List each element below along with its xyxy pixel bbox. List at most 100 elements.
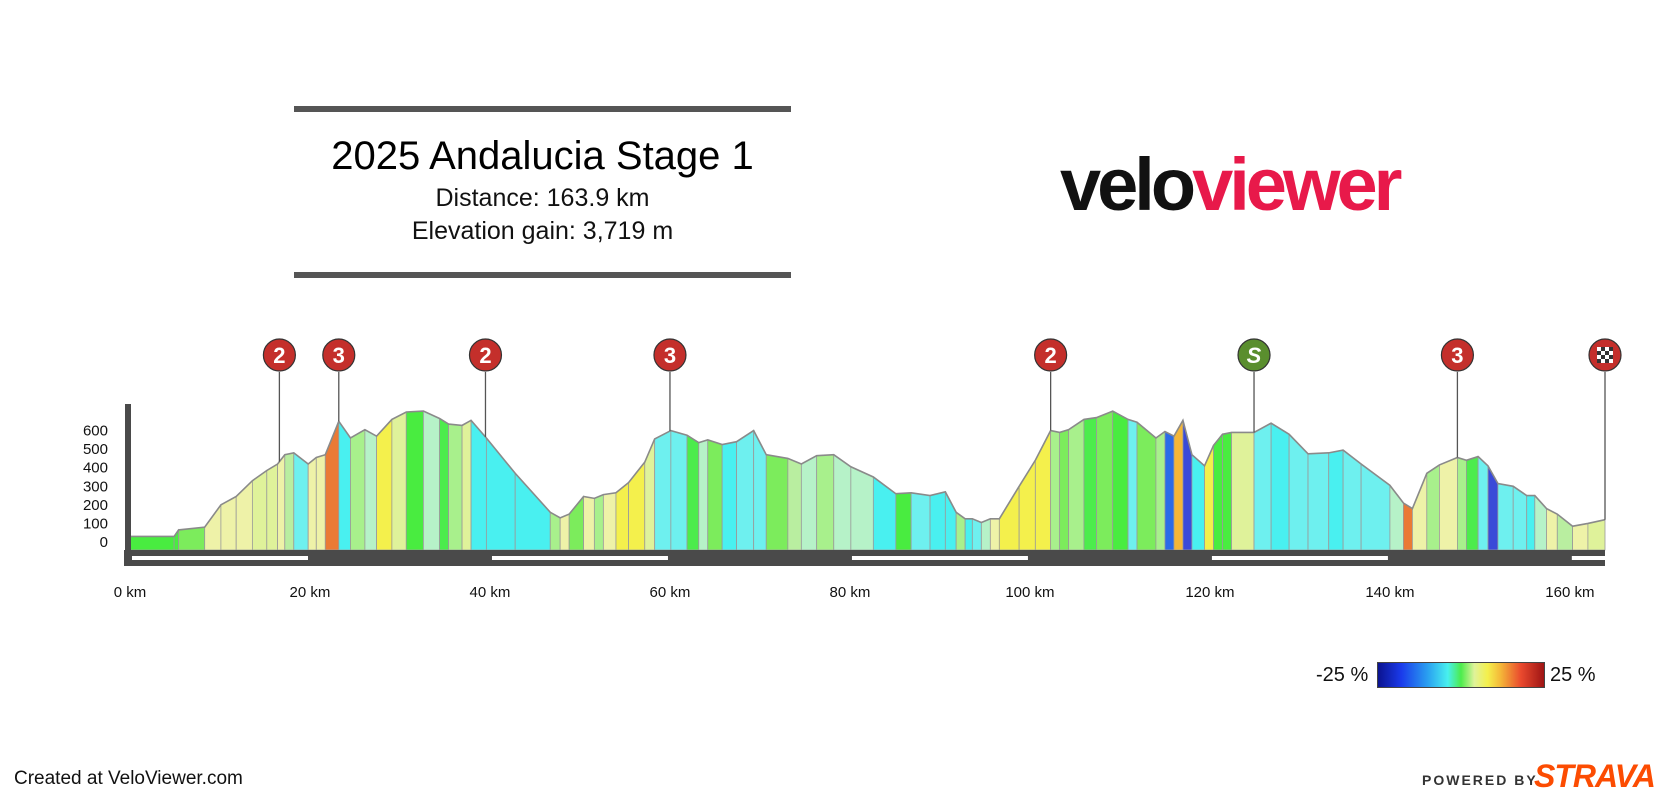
- finish-flag-cell: [1601, 347, 1605, 351]
- profile-segment: [1439, 456, 1458, 551]
- route-title: 2025 Andalucia Stage 1: [331, 134, 754, 178]
- climb-category-label: 3: [664, 343, 676, 368]
- profile-segment: [800, 454, 818, 551]
- finish-flag-cell: [1597, 347, 1601, 351]
- y-tick-label: 0: [100, 534, 108, 551]
- distance-band-stripe: [1571, 556, 1605, 560]
- y-tick-label: 100: [83, 515, 108, 532]
- y-tick-label: 600: [83, 423, 108, 440]
- powered-by-label: POWERED BY: [1422, 772, 1538, 788]
- profile-segment: [1534, 494, 1547, 551]
- title-bottom-rule: [294, 272, 791, 278]
- finish-flag-cell: [1605, 351, 1609, 355]
- profile-segment: [1497, 483, 1514, 551]
- profile-segment: [1059, 429, 1070, 551]
- x-tick-label: 160 km: [1545, 584, 1594, 601]
- finish-flag-cell: [1597, 355, 1601, 359]
- profile-segment: [910, 492, 931, 551]
- profile-segment: [461, 419, 472, 551]
- climb-category-label: 2: [479, 343, 491, 368]
- profile-segment: [1083, 417, 1097, 551]
- profile-segment: [850, 466, 874, 551]
- x-tick-label: 100 km: [1005, 584, 1054, 601]
- profile-segment: [628, 460, 646, 551]
- finish-flag-cell: [1601, 351, 1605, 355]
- finish-flag-cell: [1601, 355, 1605, 359]
- profile-segment: [929, 491, 946, 551]
- profile-segment: [872, 476, 897, 551]
- finish-flag-cell: [1609, 347, 1613, 351]
- profile-segment: [1307, 452, 1330, 551]
- profile-segment: [284, 452, 295, 551]
- climb-marker: [653, 338, 687, 372]
- profile-segment: [1034, 430, 1052, 551]
- profile-segment: [998, 484, 1020, 551]
- veloviewer-logo: veloviewer: [1060, 143, 1402, 226]
- climb-marker: [1440, 338, 1475, 372]
- profile-segment: [833, 453, 852, 551]
- finish-flag-cell: [1601, 359, 1605, 363]
- distance-band-stripe: [491, 556, 668, 560]
- profile-segment: [1360, 463, 1391, 551]
- finish-flag-cell: [1605, 355, 1609, 359]
- profile-segment: [721, 441, 737, 551]
- created-at-text: Created at VeloViewer.com: [14, 768, 243, 789]
- profile-segment: [1457, 456, 1467, 551]
- profile-segment: [439, 417, 449, 551]
- profile-segment: [338, 420, 351, 551]
- profile-segment: [1127, 418, 1138, 551]
- profile-segment: [235, 479, 253, 551]
- profile-segment: [736, 429, 755, 551]
- profile-segment: [315, 454, 326, 551]
- profile-segment: [583, 496, 595, 551]
- gradient-legend-min: -25 %: [1316, 664, 1369, 686]
- y-tick-label: 300: [83, 478, 108, 495]
- profile-segment: [1112, 410, 1129, 551]
- distance-band-stripe: [1211, 556, 1388, 560]
- profile-segment: [1412, 473, 1428, 551]
- profile-segment: [1253, 422, 1272, 551]
- profile-segment: [178, 526, 206, 551]
- profile-segment: [1164, 430, 1175, 551]
- profile-segment: [1173, 418, 1184, 551]
- profile-segment: [654, 429, 672, 551]
- x-tick-label: 40 km: [470, 584, 511, 601]
- profile-segment: [787, 457, 802, 551]
- profile-segment: [350, 428, 366, 551]
- profile-segment: [1512, 485, 1528, 551]
- gradient-legend-max: 25 %: [1550, 664, 1596, 686]
- profile-segment: [391, 411, 407, 551]
- profile-segment: [251, 469, 268, 551]
- profile-segment: [670, 430, 688, 551]
- profile-segment: [1155, 430, 1166, 551]
- profile-segment: [376, 418, 393, 551]
- profile-segment: [448, 423, 463, 551]
- finish-flag-cell: [1609, 351, 1613, 355]
- profile-segment: [1426, 464, 1440, 551]
- profile-segment: [1068, 418, 1085, 551]
- profile-segment: [277, 453, 286, 551]
- climb-marker: [1034, 338, 1068, 372]
- profile-segment: [204, 503, 222, 551]
- profile-segment: [1050, 430, 1061, 551]
- profile-segment: [1096, 410, 1114, 551]
- profile-segment: [1136, 421, 1157, 551]
- profile-segment: [1231, 432, 1255, 551]
- profile-segment: [324, 421, 340, 551]
- finish-flag-cell: [1609, 359, 1613, 363]
- route-distance: Distance: 163.9 km: [435, 184, 650, 212]
- y-tick-label: 200: [83, 497, 108, 514]
- profile-segment: [602, 492, 617, 551]
- profile-segment: [1587, 519, 1606, 551]
- profile-segment: [765, 454, 789, 551]
- profile-segment: [753, 430, 767, 551]
- climb-category-label: 2: [273, 343, 285, 368]
- profile-segment: [1526, 495, 1536, 551]
- profile-segment: [1403, 502, 1413, 551]
- x-tick-label: 80 km: [830, 584, 871, 601]
- x-tick-label: 140 km: [1365, 584, 1414, 601]
- profile-outline: [130, 410, 1606, 538]
- climb-category-label: 2: [1045, 343, 1057, 368]
- finish-flag-cell: [1605, 359, 1609, 363]
- distance-band-stripe: [851, 556, 1028, 560]
